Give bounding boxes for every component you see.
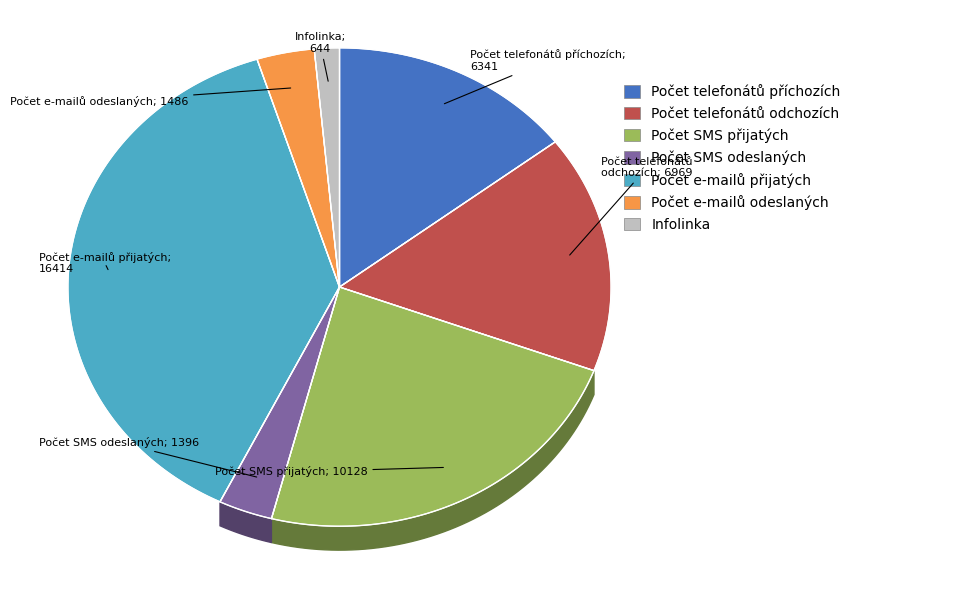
Legend: Počet telefonátů příchozích, Počet telefonátů odchozích, Počet SMS přijatých, Po: Počet telefonátů příchozích, Počet telef…	[617, 79, 845, 237]
Polygon shape	[220, 287, 339, 518]
Polygon shape	[257, 49, 339, 287]
Text: Počet SMS odeslaných; 1396: Počet SMS odeslaných; 1396	[39, 437, 257, 477]
Polygon shape	[271, 371, 593, 550]
Text: Počet e-mailů přijatých;
16414: Počet e-mailů přijatých; 16414	[39, 252, 171, 274]
Polygon shape	[339, 142, 610, 371]
Text: Počet telefonátů
odchozích; 6969: Počet telefonátů odchozích; 6969	[569, 157, 692, 255]
Text: Počet telefonátů příchozích;
6341: Počet telefonátů příchozích; 6341	[444, 49, 625, 103]
Polygon shape	[314, 48, 339, 287]
Polygon shape	[220, 502, 271, 542]
Polygon shape	[339, 48, 555, 287]
Text: Počet e-mailů odeslaných; 1486: Počet e-mailů odeslaných; 1486	[10, 88, 291, 107]
Text: Infolinka;
644: Infolinka; 644	[295, 32, 345, 81]
Text: Počet SMS přijatých; 10128: Počet SMS přijatých; 10128	[214, 466, 443, 477]
Polygon shape	[68, 59, 339, 502]
Polygon shape	[271, 287, 593, 526]
